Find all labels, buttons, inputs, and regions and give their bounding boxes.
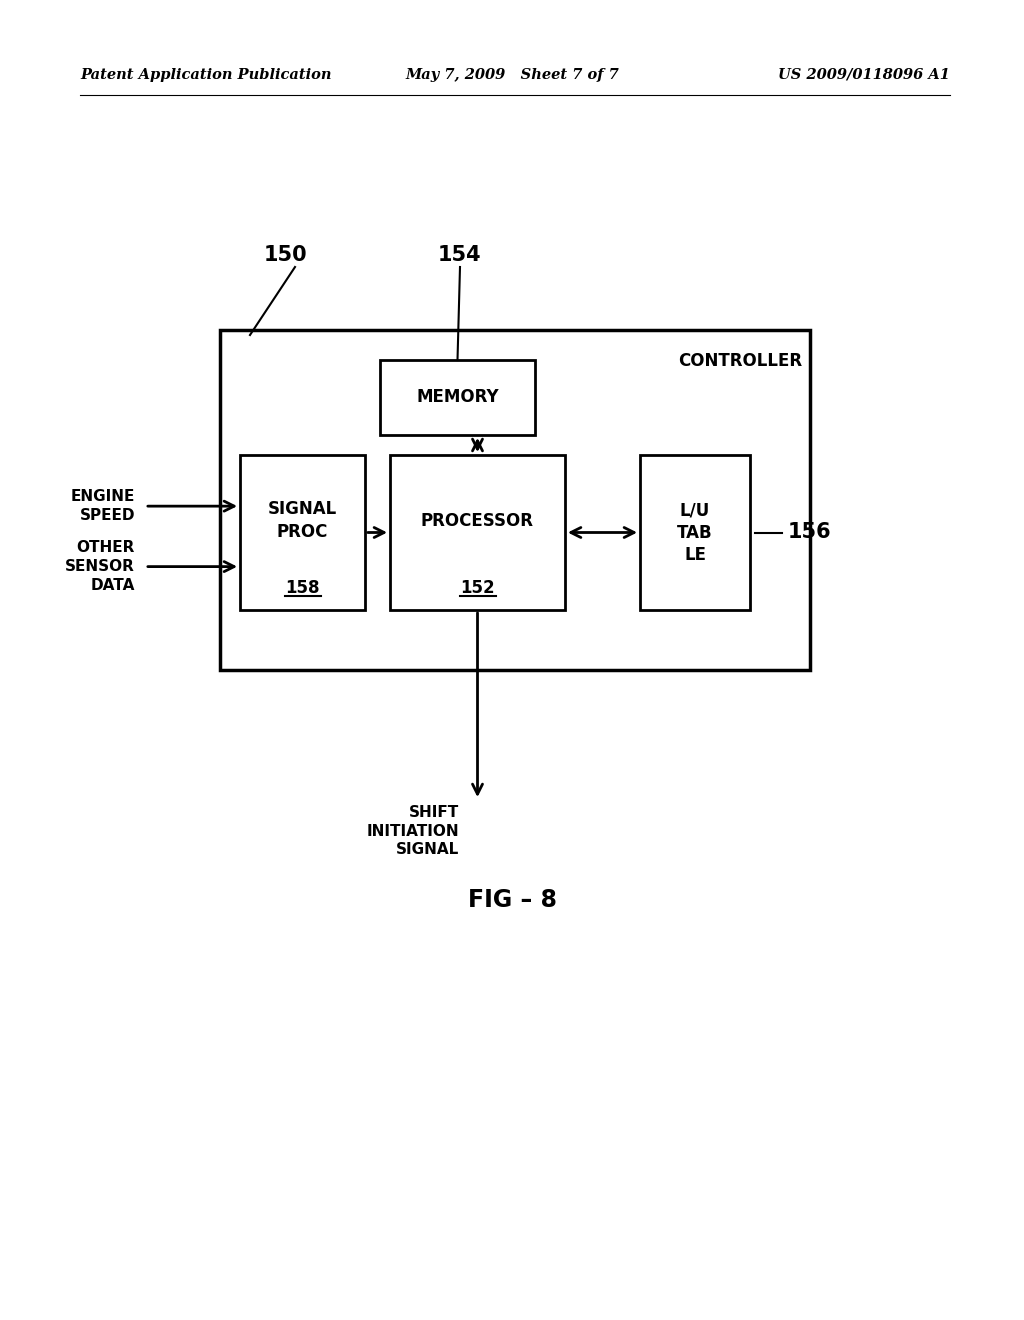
Text: Patent Application Publication: Patent Application Publication bbox=[80, 69, 332, 82]
Text: 154: 154 bbox=[438, 246, 482, 265]
Text: PROCESSOR: PROCESSOR bbox=[421, 511, 534, 529]
Text: 156: 156 bbox=[788, 523, 831, 543]
Text: 152: 152 bbox=[460, 579, 495, 597]
Bar bbox=[240, 455, 365, 610]
Text: May 7, 2009   Sheet 7 of 7: May 7, 2009 Sheet 7 of 7 bbox=[406, 69, 618, 82]
Text: US 2009/0118096 A1: US 2009/0118096 A1 bbox=[778, 69, 950, 82]
Text: 158: 158 bbox=[286, 579, 319, 597]
Text: MEMORY: MEMORY bbox=[416, 388, 499, 407]
Text: ENGINE
SPEED: ENGINE SPEED bbox=[71, 490, 135, 523]
Text: SHIFT
INITIATION
SIGNAL: SHIFT INITIATION SIGNAL bbox=[367, 805, 460, 857]
Text: L/U
TAB
LE: L/U TAB LE bbox=[677, 502, 713, 564]
Bar bbox=[380, 360, 535, 436]
Text: SIGNAL
PROC: SIGNAL PROC bbox=[268, 500, 337, 541]
Text: OTHER
SENSOR
DATA: OTHER SENSOR DATA bbox=[66, 540, 135, 593]
Bar bbox=[640, 455, 750, 610]
Text: FIG – 8: FIG – 8 bbox=[468, 888, 556, 912]
Text: CONTROLLER: CONTROLLER bbox=[678, 352, 802, 370]
Bar bbox=[220, 330, 810, 671]
Bar bbox=[390, 455, 565, 610]
Text: 150: 150 bbox=[263, 246, 307, 265]
